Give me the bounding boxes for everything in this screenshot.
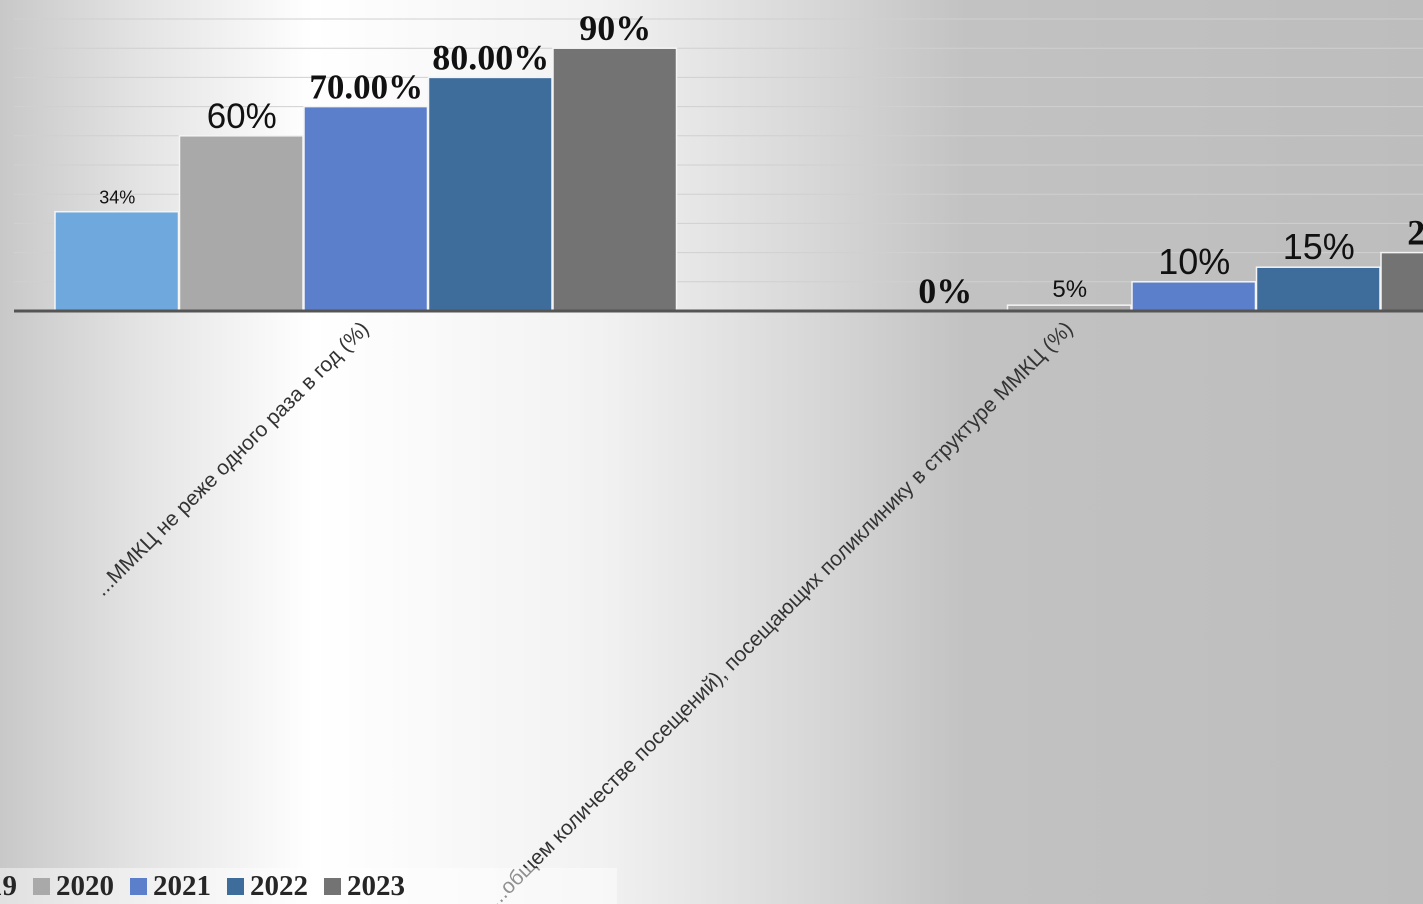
data-label-2020-cat2: 5% [1052,276,1087,303]
bars [54,47,1423,312]
category-labels: ...ММКЦ не реже одного раза в год (%)...… [90,317,1077,904]
legend-item-2020[interactable]: 2020 [33,870,114,903]
data-label-2021-cat2: 10% [1158,241,1230,282]
legend-swatch-2022 [227,877,244,895]
legend-item-2022[interactable]: 2022 [227,870,308,903]
data-label-2019-cat2: 0% [918,271,972,311]
data-labels: 34% 0% 60% 5% 70.00% 10% 80.00% 15% 90% 20% [99,8,1423,311]
legend: 19 2020 2021 2022 2023 [0,868,617,904]
legend-label-2022: 2022 [250,869,308,902]
legend-item-2019[interactable]: 19 [0,870,17,903]
legend-swatch-2023 [324,877,341,895]
bar-2022-cat1 [427,76,553,312]
bar-2021-cat1 [303,105,429,312]
legend-label-2023: 2023 [347,869,405,902]
data-label-2023-cat1: 90% [579,8,651,48]
data-label-2022-cat1: 80.00% [432,37,549,77]
bar-2020-cat1 [178,135,304,312]
data-label-2022-cat2: 15% [1283,226,1355,267]
legend-item-2021[interactable]: 2021 [130,870,211,903]
legend-label-2020: 2020 [56,869,114,902]
bar-2022-cat2 [1255,266,1381,312]
bar-2021-cat2 [1131,281,1257,312]
legend-swatch-2021 [130,877,147,895]
category-label-1: ...ММКЦ не реже одного раза в год (%) [90,317,373,600]
legend-swatch-2020 [33,877,50,895]
legend-label-2019: 19 [0,869,17,902]
category-label-2: ...общем количестве посещений), посещающ… [484,317,1078,904]
data-label-2019-cat1: 34% [99,188,135,208]
data-label-2023-cat2: 20% [1407,213,1423,253]
data-label-2021-cat1: 70.00% [309,68,423,107]
legend-label-2021: 2021 [153,869,211,902]
data-label-2020-cat1: 60% [207,97,277,136]
bar-2019-cat1 [54,210,180,312]
legend-item-2023[interactable]: 2023 [324,870,405,903]
bar-2023-cat1 [552,47,678,312]
bar-2023-cat2 [1380,251,1423,312]
